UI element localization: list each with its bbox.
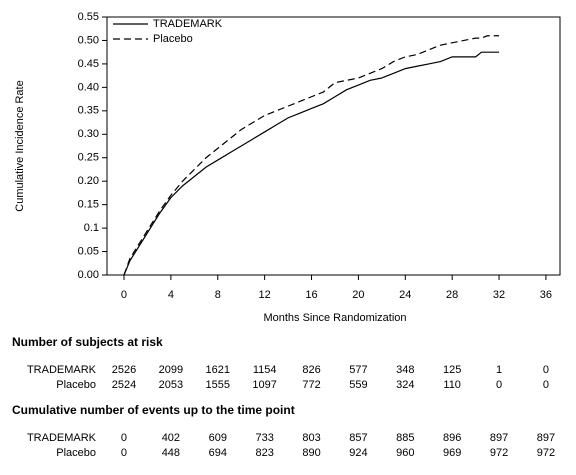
x-tick-label: 12 bbox=[259, 289, 271, 301]
table-value: 0 bbox=[543, 364, 549, 376]
row-label: Placebo bbox=[56, 447, 96, 459]
table-value: 2053 bbox=[159, 379, 183, 391]
x-tick-label: 0 bbox=[121, 289, 127, 301]
table-value: 1621 bbox=[206, 364, 230, 376]
table-value: 577 bbox=[349, 364, 367, 376]
table-value: 1555 bbox=[206, 379, 230, 391]
table-value: 897 bbox=[490, 432, 508, 444]
y-tick-label: 0.1 bbox=[84, 222, 99, 234]
table-value: 826 bbox=[302, 364, 320, 376]
table-value: 890 bbox=[302, 447, 320, 459]
table-value: 0 bbox=[121, 447, 127, 459]
table-value: 402 bbox=[162, 432, 180, 444]
table-value: 972 bbox=[490, 447, 508, 459]
x-tick-label: 8 bbox=[215, 289, 221, 301]
row-label: TRADEMARK bbox=[27, 364, 97, 376]
y-tick-label: 0.40 bbox=[78, 81, 99, 93]
table-value: 1097 bbox=[252, 379, 276, 391]
table-value: 2524 bbox=[112, 379, 136, 391]
y-tick-label: 0.30 bbox=[78, 128, 99, 140]
x-axis-label: Months Since Randomization bbox=[263, 312, 406, 324]
table-value: 0 bbox=[121, 432, 127, 444]
table-value: 609 bbox=[209, 432, 227, 444]
row-label: Placebo bbox=[56, 379, 96, 391]
table-value: 969 bbox=[443, 447, 461, 459]
table-value: 772 bbox=[302, 379, 320, 391]
table-value: 1154 bbox=[253, 364, 277, 376]
x-tick-label: 4 bbox=[168, 289, 174, 301]
table-title: Cumulative number of events up to the ti… bbox=[12, 403, 295, 417]
plot-frame bbox=[106, 16, 561, 276]
table-value: 885 bbox=[396, 432, 414, 444]
table-value: 0 bbox=[543, 379, 549, 391]
table-value: 2099 bbox=[159, 364, 183, 376]
y-axis-label: Cumulative Incidence Rate bbox=[14, 80, 26, 211]
y-tick-label: 0.45 bbox=[78, 58, 99, 70]
table-value: 823 bbox=[255, 447, 273, 459]
legend-label: Placebo bbox=[153, 33, 193, 45]
table-value: 1 bbox=[496, 364, 502, 376]
table-value: 125 bbox=[443, 364, 461, 376]
x-tick-label: 28 bbox=[446, 289, 458, 301]
y-tick-label: 0.35 bbox=[78, 105, 99, 117]
table-value: 897 bbox=[537, 432, 555, 444]
table-title: Number of subjects at risk bbox=[12, 335, 163, 349]
table-value: 694 bbox=[209, 447, 227, 459]
x-tick-label: 16 bbox=[305, 289, 317, 301]
series-line bbox=[123, 51, 500, 276]
table-value: 924 bbox=[349, 447, 367, 459]
table-value: 110 bbox=[443, 379, 461, 391]
table-value: 448 bbox=[162, 447, 180, 459]
y-tick-label: 0.00 bbox=[78, 269, 99, 281]
table-value: 896 bbox=[443, 432, 461, 444]
legend-label: TRADEMARK bbox=[153, 18, 223, 30]
table-value: 857 bbox=[349, 432, 367, 444]
y-tick-label: 0.25 bbox=[78, 152, 99, 164]
x-tick-label: 20 bbox=[352, 289, 364, 301]
row-label: TRADEMARK bbox=[27, 432, 97, 444]
y-tick-label: 0.50 bbox=[78, 34, 99, 46]
y-tick-label: 0.05 bbox=[78, 245, 99, 257]
table-value: 348 bbox=[396, 364, 414, 376]
x-tick-label: 36 bbox=[540, 289, 552, 301]
table-value: 803 bbox=[302, 432, 320, 444]
table-value: 324 bbox=[396, 379, 414, 391]
table-value: 733 bbox=[255, 432, 273, 444]
series-line bbox=[123, 35, 500, 276]
y-tick-label: 0.20 bbox=[78, 175, 99, 187]
table-value: 0 bbox=[496, 379, 502, 391]
y-tick-label: 0.15 bbox=[78, 199, 99, 211]
x-tick-label: 24 bbox=[399, 289, 411, 301]
table-value: 972 bbox=[537, 447, 555, 459]
table-value: 2526 bbox=[112, 364, 136, 376]
x-tick-label: 32 bbox=[493, 289, 505, 301]
table-value: 960 bbox=[396, 447, 414, 459]
y-tick-label: 0.55 bbox=[78, 11, 99, 23]
table-value: 559 bbox=[349, 379, 367, 391]
